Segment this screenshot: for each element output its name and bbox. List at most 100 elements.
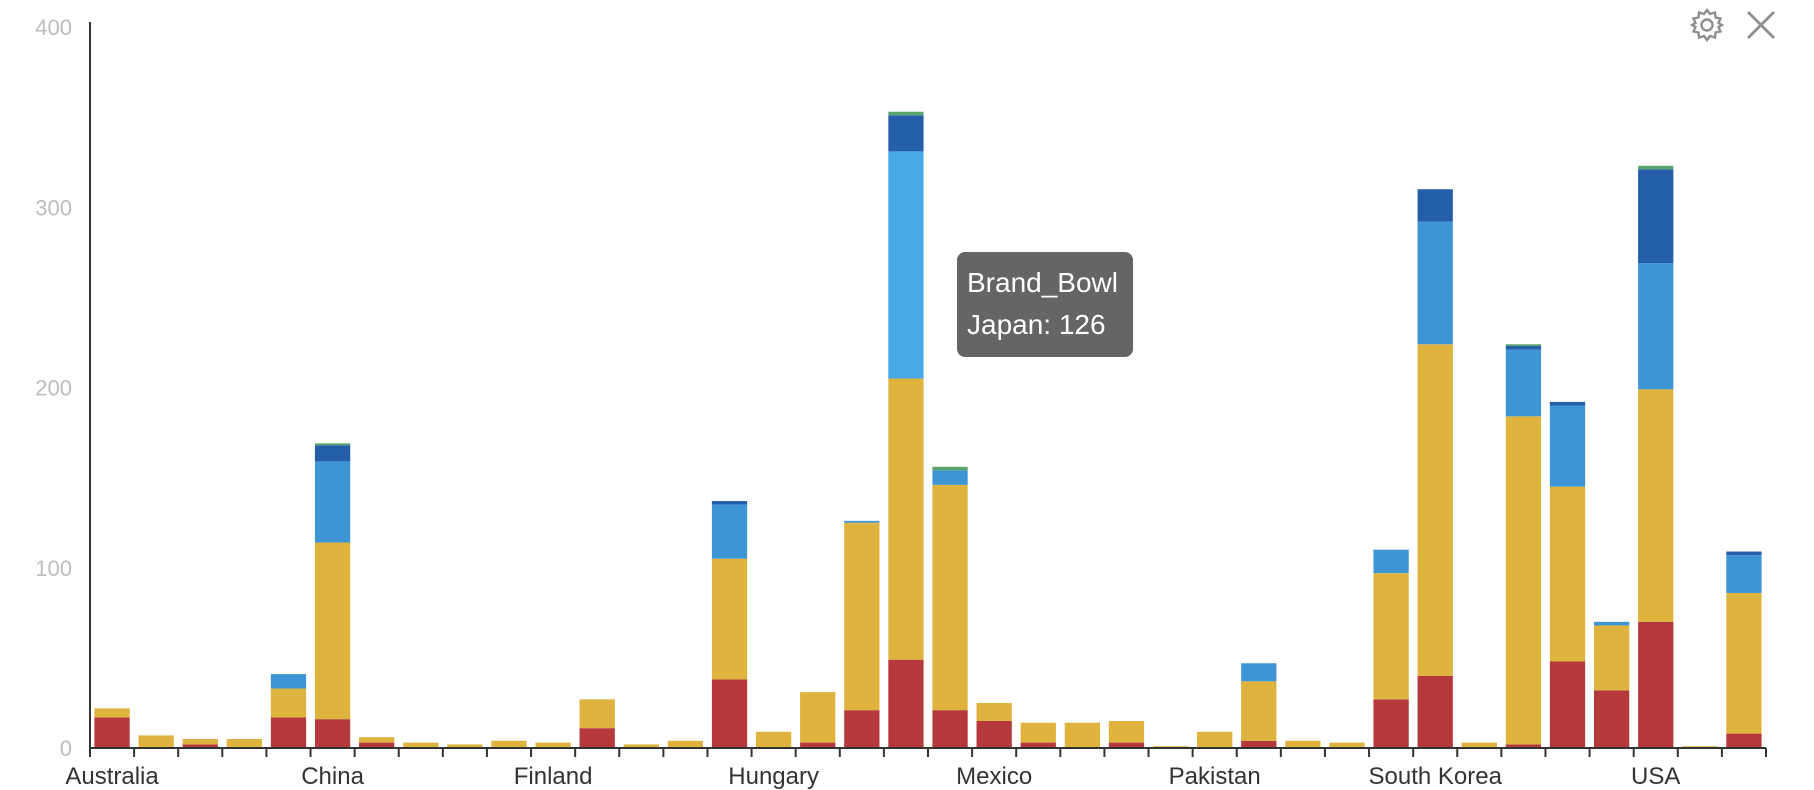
bar-segment[interactable] [94, 717, 130, 748]
bar-stack[interactable] [403, 742, 439, 748]
bar-segment[interactable] [1373, 699, 1409, 748]
bar-segment[interactable] [932, 484, 968, 711]
bar-segment[interactable] [1329, 742, 1365, 748]
bar-segment[interactable] [1241, 681, 1277, 741]
bar-stack[interactable] [1108, 720, 1145, 748]
bar-segment[interactable] [1593, 690, 1630, 748]
bar-stack[interactable] [1329, 742, 1365, 748]
bar-stack[interactable] [579, 699, 615, 748]
bar-segment[interactable] [1549, 405, 1586, 487]
bar-stack[interactable] [755, 731, 792, 748]
bar-segment[interactable] [1549, 486, 1586, 662]
bar-segment[interactable] [932, 470, 968, 485]
bar-stack[interactable] [888, 111, 924, 748]
bar-segment[interactable] [1373, 573, 1409, 700]
bar-stack[interactable] [1726, 551, 1762, 748]
bar-segment[interactable] [976, 720, 1012, 748]
bar-stack[interactable] [844, 520, 880, 748]
bar-segment[interactable] [711, 504, 748, 559]
bar-segment[interactable] [1549, 661, 1586, 748]
bar-segment[interactable] [1285, 740, 1321, 748]
bar-segment[interactable] [1417, 344, 1453, 676]
bar-stack[interactable] [491, 740, 527, 748]
bar-segment[interactable] [1638, 263, 1674, 390]
bar-segment[interactable] [314, 443, 351, 446]
bar-stack[interactable] [270, 674, 307, 748]
bar-segment[interactable] [182, 738, 218, 745]
bar-segment[interactable] [1241, 740, 1277, 748]
bar-segment[interactable] [1064, 722, 1101, 748]
bar-segment[interactable] [888, 111, 924, 116]
bar-segment[interactable] [667, 740, 704, 748]
bar-stack[interactable] [667, 740, 704, 748]
bar-segment[interactable] [182, 744, 218, 748]
bar-stack[interactable] [226, 738, 263, 748]
bar-segment[interactable] [359, 742, 395, 748]
bar-segment[interactable] [1108, 720, 1145, 743]
bar-segment[interactable] [711, 679, 748, 749]
bar-stack[interactable] [359, 737, 395, 748]
bar-stack[interactable] [1505, 344, 1542, 748]
bar-stack[interactable] [1285, 740, 1321, 748]
bar-segment[interactable] [932, 710, 968, 748]
bar-segment[interactable] [1108, 742, 1145, 748]
bar-stack[interactable] [623, 744, 659, 748]
bar-segment[interactable] [976, 702, 1012, 721]
bar-segment[interactable] [1726, 733, 1762, 748]
bar-segment[interactable] [1197, 731, 1233, 748]
bar-segment[interactable] [270, 688, 307, 718]
bar-stack[interactable] [1064, 722, 1101, 748]
bar-segment[interactable] [1417, 675, 1453, 748]
bar-segment[interactable] [270, 717, 307, 748]
bar-segment[interactable] [800, 692, 836, 743]
bar-segment[interactable] [491, 740, 527, 748]
bar-segment[interactable] [1638, 165, 1674, 170]
bar-segment[interactable] [314, 542, 351, 720]
bar-stack[interactable] [1417, 189, 1453, 748]
bar-segment[interactable] [1461, 742, 1497, 748]
bar-stack[interactable] [447, 744, 483, 748]
bar-segment[interactable] [623, 744, 659, 748]
bar-segment[interactable] [844, 522, 880, 711]
bar-stack[interactable] [1638, 165, 1674, 748]
bar-stack[interactable] [1241, 663, 1277, 748]
bar-segment[interactable] [888, 378, 924, 660]
bar-stack[interactable] [1461, 742, 1497, 748]
bar-segment[interactable] [1505, 344, 1542, 347]
bar-segment[interactable] [1373, 549, 1409, 574]
bar-segment[interactable] [579, 699, 615, 729]
close-icon[interactable] [1742, 6, 1780, 44]
bar-segment[interactable] [1726, 555, 1762, 593]
bar-stack[interactable] [800, 692, 836, 748]
bar-stack[interactable] [1373, 549, 1409, 748]
bar-segment[interactable] [1417, 221, 1453, 345]
bar-segment[interactable] [270, 674, 307, 689]
bar-segment[interactable] [1549, 401, 1586, 406]
bar-stack[interactable] [94, 708, 130, 748]
bar-stack[interactable] [976, 702, 1012, 748]
bar-stack[interactable] [535, 742, 571, 748]
bar-segment[interactable] [844, 710, 880, 748]
bar-segment[interactable] [844, 520, 880, 523]
bar-stack[interactable] [1593, 621, 1630, 748]
bar-stack[interactable] [1020, 722, 1056, 748]
bar-segment[interactable] [226, 738, 263, 748]
bar-segment[interactable] [535, 742, 571, 748]
bar-segment[interactable] [1505, 349, 1542, 417]
bar-segment[interactable] [1505, 416, 1542, 745]
bar-segment[interactable] [94, 708, 130, 718]
bar-stack[interactable] [182, 738, 218, 748]
bar-segment[interactable] [1638, 169, 1674, 264]
bar-segment[interactable] [711, 558, 748, 680]
bar-stack[interactable] [932, 466, 968, 748]
bar-segment[interactable] [1505, 744, 1542, 748]
bar-segment[interactable] [579, 728, 615, 748]
bar-segment[interactable] [314, 445, 351, 462]
bar-segment[interactable] [1593, 625, 1630, 691]
bar-segment[interactable] [1241, 663, 1277, 682]
bar-stack[interactable] [1549, 401, 1586, 748]
bar-segment[interactable] [1020, 722, 1056, 743]
bar-segment[interactable] [1726, 551, 1762, 556]
bar-segment[interactable] [447, 744, 483, 748]
bar-segment[interactable] [888, 151, 924, 379]
